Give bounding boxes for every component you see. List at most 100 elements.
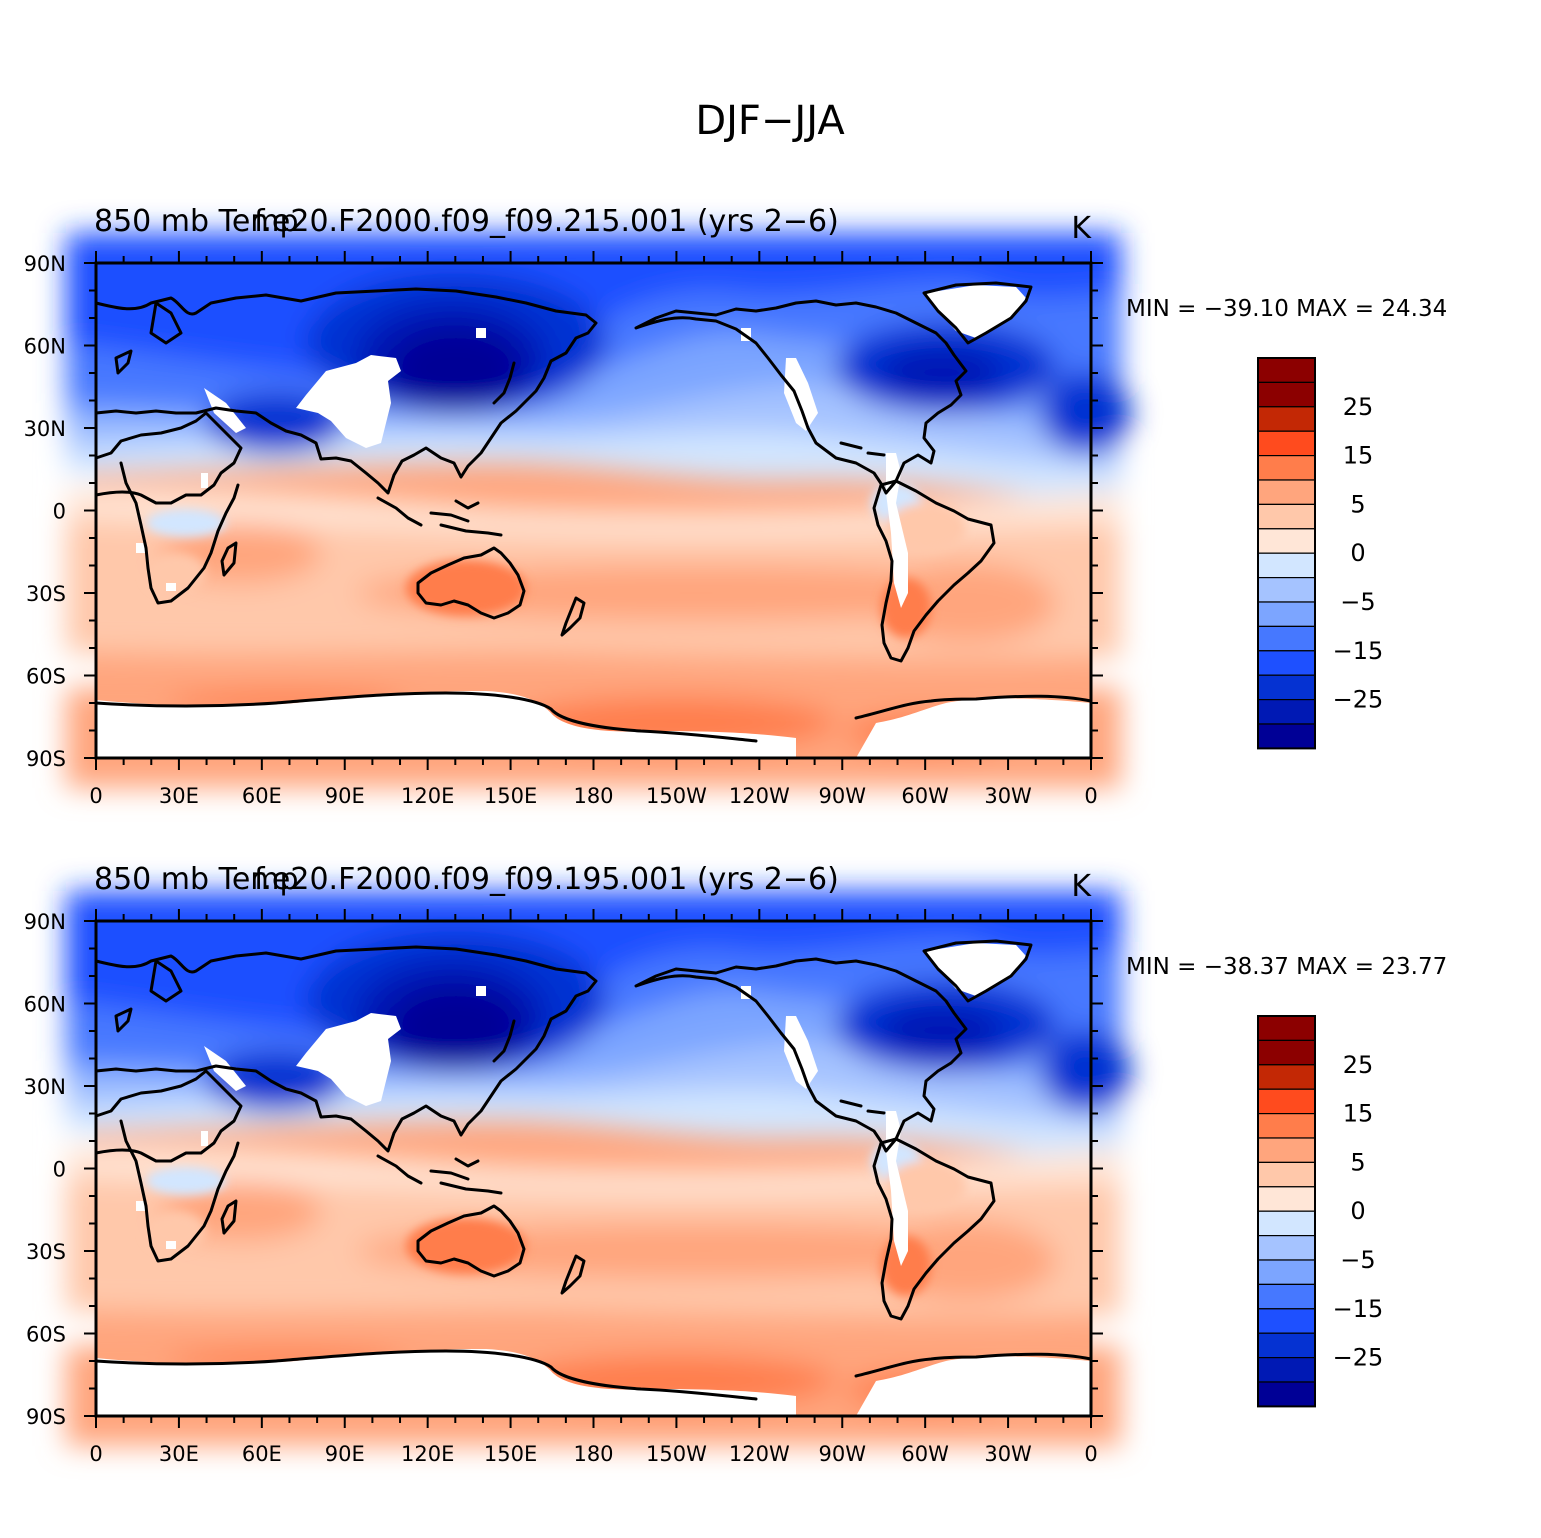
lon-tick-label: 0 (89, 784, 102, 808)
lat-tick-label: 90S (26, 747, 66, 771)
colorbar-2: 25 15 5 0 −5 −15 −25 (1257, 1015, 1384, 1408)
colorbar-box (1257, 1088, 1316, 1115)
longitude-labels: 0 30E 60E 90E 120E 150E 180 150W 120W 90W 60W 30W 0 (89, 1442, 1097, 1466)
colorbar-box (1257, 479, 1316, 505)
colorbar-box (1257, 552, 1316, 579)
colorbar-box (1257, 1259, 1316, 1285)
lat-tick-label: 30N (24, 417, 66, 441)
longitude-labels: 0 30E 60E 90E 120E 150E 180 150W 120W 90W 60W 30W 0 (89, 784, 1097, 808)
temperature-difference-field (66, 233, 1131, 788)
colorbar-label: −15 (1333, 637, 1384, 665)
lon-tick-label: 150E (484, 1442, 537, 1466)
colorbar-box (1257, 503, 1316, 530)
colorbar-box (1257, 454, 1316, 481)
panel-left-string-variable: 850 mb Temp (94, 204, 299, 239)
panel-units: K (1071, 211, 1092, 246)
temperature-difference-field (66, 891, 1131, 1446)
lat-tick-label: 0 (53, 500, 66, 524)
lat-tick-label: 90S (26, 1405, 66, 1429)
lon-tick-label: 180 (573, 1442, 613, 1466)
colorbar-frame (1257, 1015, 1316, 1408)
lon-tick-label: 150W (646, 1442, 707, 1466)
lon-tick-label: 150W (646, 784, 707, 808)
colorbar-box (1257, 1186, 1316, 1212)
colorbar-label: 25 (1343, 393, 1374, 421)
lon-tick-label: 60E (242, 784, 282, 808)
colorbar-label: 5 (1350, 1148, 1365, 1176)
lon-tick-label: 0 (89, 1442, 102, 1466)
colorbar-box (1257, 1112, 1316, 1139)
lat-tick-label: 60S (26, 665, 66, 689)
colorbar-label: −25 (1333, 686, 1384, 714)
lon-tick-label: 90W (819, 1442, 867, 1466)
latitude-labels: 90N 60N 30N 0 30S 60S 90S (24, 252, 66, 771)
lon-tick-label: 30E (159, 784, 199, 808)
colorbar-box (1257, 1381, 1316, 1407)
panel-left-string-case: f.e20.F2000.f09_f09.195.001 (yrs 2−6) (254, 862, 839, 897)
tick-marks (84, 909, 1103, 1428)
lon-tick-label: 150E (484, 784, 537, 808)
colorbar-box (1257, 674, 1316, 701)
lon-tick-label: 0 (1084, 784, 1097, 808)
colorbar-box (1257, 699, 1316, 725)
lon-tick-label: 120E (401, 1442, 454, 1466)
colorbar-box (1257, 1210, 1316, 1237)
axis-ticks (84, 909, 1103, 1428)
colorbar-label: 15 (1343, 442, 1374, 470)
colorbar-box (1257, 1161, 1316, 1188)
colorbar-box (1257, 406, 1316, 432)
lon-tick-label: 60W (901, 784, 949, 808)
colorbar-box (1257, 1283, 1316, 1310)
panel-1-min-max: MIN = −39.10 MAX = 24.34 (1126, 296, 1447, 322)
lon-tick-label: 60W (901, 1442, 949, 1466)
colorbar-box (1257, 1137, 1316, 1163)
colorbar-label: 5 (1350, 490, 1365, 518)
colorbar-box (1257, 1039, 1316, 1066)
colorbar-1: 25 15 5 0 −5 −15 −25 (1257, 357, 1384, 750)
lon-tick-label: 90W (819, 784, 867, 808)
colorbar-box (1257, 357, 1316, 383)
lon-tick-label: 120W (729, 1442, 790, 1466)
lon-tick-label: 120W (729, 784, 790, 808)
figure-title: DJF−JJA (695, 98, 845, 144)
colorbar-frame (1257, 357, 1316, 750)
colorbar-label: 25 (1343, 1051, 1374, 1079)
axis-ticks (84, 251, 1103, 770)
latitude-labels: 90N 60N 30N 0 30S 60S 90S (24, 910, 66, 1429)
colorbar-box (1257, 430, 1316, 457)
panel-units: K (1071, 869, 1092, 904)
lat-tick-label: 60N (24, 993, 66, 1017)
lon-tick-label: 90E (325, 784, 365, 808)
colorbar-label: −5 (1340, 588, 1375, 616)
colorbar-box (1257, 601, 1316, 627)
lat-tick-label: 60N (24, 335, 66, 359)
colorbar-box (1257, 625, 1316, 652)
lon-tick-label: 30W (984, 784, 1032, 808)
colorbar-box (1257, 1332, 1316, 1359)
lat-tick-label: 30S (26, 1240, 66, 1264)
colorbar-box (1257, 1064, 1316, 1090)
colorbar-label: −25 (1333, 1344, 1384, 1372)
lon-tick-label: 30E (159, 1442, 199, 1466)
colorbar-box (1257, 577, 1316, 603)
colorbar-box (1257, 1357, 1316, 1383)
colorbar-label: −5 (1340, 1246, 1375, 1274)
colorbar-box (1257, 528, 1316, 554)
panel-left-string-case: f.e20.F2000.f09_f09.215.001 (yrs 2−6) (254, 204, 839, 239)
panel-left-string-variable: 850 mb Temp (94, 862, 299, 897)
lat-tick-label: 30S (26, 582, 66, 606)
colorbar-box (1257, 1308, 1316, 1334)
lon-tick-label: 90E (325, 1442, 365, 1466)
lon-tick-label: 30W (984, 1442, 1032, 1466)
lat-tick-label: 30N (24, 1075, 66, 1099)
colorbar-box (1257, 723, 1316, 749)
lat-tick-label: 60S (26, 1323, 66, 1347)
colorbar-label: 0 (1350, 539, 1365, 567)
lon-tick-label: 60E (242, 1442, 282, 1466)
panel-2-min-max: MIN = −38.37 MAX = 23.77 (1126, 954, 1447, 980)
colorbar-box (1257, 650, 1316, 676)
colorbar-box (1257, 1235, 1316, 1261)
tick-marks (84, 251, 1103, 770)
lon-tick-label: 180 (573, 784, 613, 808)
